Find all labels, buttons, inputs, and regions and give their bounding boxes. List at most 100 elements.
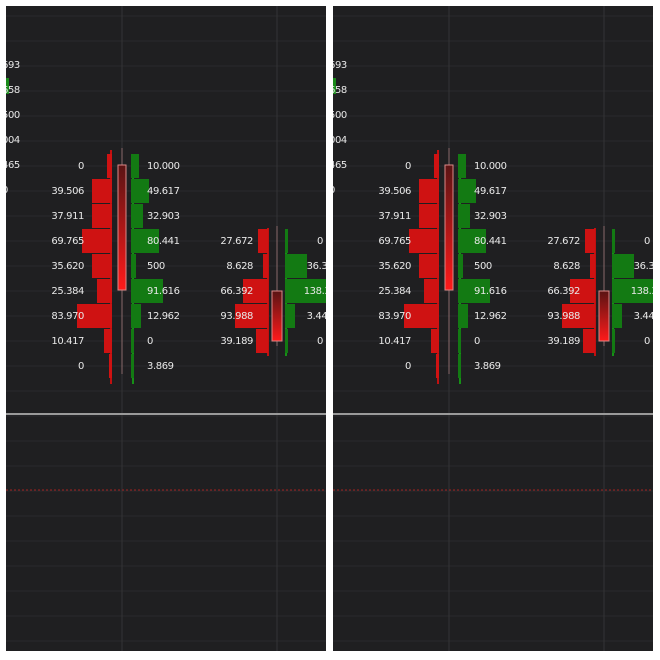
bid-bar (424, 279, 439, 303)
bid-value: 39.189 (547, 336, 580, 347)
bid-bar (104, 329, 112, 353)
ask-bar (612, 304, 622, 328)
bid-value: 69.765 (378, 236, 411, 247)
bid-bar (404, 304, 439, 328)
ask-value: 49.617 (147, 186, 180, 197)
ask-value: 80.441 (147, 236, 180, 247)
ask-value: 80.441 (474, 236, 507, 247)
ask-value: 3.869 (147, 361, 174, 372)
bid-value: 25.384 (51, 286, 84, 297)
bid-bar (82, 229, 112, 253)
bid-bar (409, 229, 439, 253)
bid-value: 39.506 (51, 186, 84, 197)
bid-value: 39.189 (220, 336, 253, 347)
panel-content: 693 658 500 004 465 0 0 10.000 39.506 49.617 37.91… (2, 6, 337, 651)
ask-bar (458, 279, 490, 303)
bid-value: 10.417 (378, 336, 411, 347)
bid-value: 83.970 (51, 311, 84, 322)
ask-bar (612, 254, 634, 278)
bid-bar (583, 329, 595, 353)
ask-value: 500 (147, 261, 165, 272)
bid-bar (92, 254, 112, 278)
ask-value: 3.444 (307, 311, 334, 322)
ask-value: 32.903 (474, 211, 507, 222)
edge-label: 0 (2, 185, 8, 196)
bid-bar (263, 254, 268, 278)
ask-bar (458, 254, 463, 278)
ask-bar (285, 279, 326, 303)
ask-bar (612, 279, 653, 303)
bid-value: 8.628 (553, 261, 580, 272)
ask-bar (458, 229, 486, 253)
ask-value: 138.36 (304, 286, 337, 297)
ask-value: 12.962 (474, 311, 507, 322)
ask-value: 138.36 (631, 286, 660, 297)
panel-content: 693 658 500 004 465 0 0 10.000 39.506 49.617 37.91… (329, 6, 660, 651)
bid-value: 0 (405, 361, 411, 372)
ask-bar (285, 304, 295, 328)
bid-value: 37.911 (51, 211, 84, 222)
bid-bar (243, 279, 268, 303)
candle-body (117, 164, 127, 291)
bid-value: 25.384 (378, 286, 411, 297)
ask-value: 3.869 (474, 361, 501, 372)
ask-bar (458, 154, 466, 178)
ask-bar (131, 254, 136, 278)
bid-value: 35.620 (51, 261, 84, 272)
bid-bar (434, 154, 439, 178)
bid-value: 93.988 (220, 311, 253, 322)
candle-body (444, 164, 454, 291)
bid-value: 39.506 (378, 186, 411, 197)
bid-bar (431, 329, 439, 353)
ask-bar (131, 279, 163, 303)
bid-bar (97, 279, 112, 303)
ask-value: 49.617 (474, 186, 507, 197)
ask-bar (131, 329, 134, 353)
bid-value: 66.392 (547, 286, 580, 297)
ask-value: 12.962 (147, 311, 180, 322)
bid-bar (419, 204, 439, 228)
edge-label: 693 (329, 60, 347, 71)
ask-value: 32.903 (147, 211, 180, 222)
bid-bar (419, 179, 439, 203)
ask-bar (131, 154, 139, 178)
ask-value: 0 (474, 336, 480, 347)
ask-value: 10.000 (474, 161, 507, 172)
ask-value: 10.000 (147, 161, 180, 172)
bid-bar (107, 154, 112, 178)
ask-value: 0 (317, 236, 323, 247)
bid-bar (77, 304, 112, 328)
bid-bar (92, 204, 112, 228)
edge-label: 465 (2, 160, 20, 171)
bid-value: 69.765 (51, 236, 84, 247)
bid-value: 27.672 (220, 236, 253, 247)
chart-panel: 693 658 500 004 465 0 0 10.000 39.506 49.617 37.91… (2, 6, 337, 651)
ask-value: 3.444 (634, 311, 660, 322)
bid-value: 0 (405, 161, 411, 172)
bid-bar (570, 279, 595, 303)
bid-bar (436, 354, 439, 378)
edge-bar (333, 78, 336, 94)
ask-bar (285, 329, 288, 353)
bid-value: 0 (78, 161, 84, 172)
bid-value: 0 (78, 361, 84, 372)
chart-panel: 693 658 500 004 465 0 0 10.000 39.506 49.617 37.91… (329, 6, 660, 651)
ask-value: 36.33 (307, 261, 334, 272)
ask-value: 500 (474, 261, 492, 272)
ask-bar (285, 254, 307, 278)
edge-label: 004 (329, 135, 347, 146)
bid-bar (109, 354, 112, 378)
bid-value: 8.628 (226, 261, 253, 272)
ask-value: 0 (644, 336, 650, 347)
bid-bar (562, 304, 595, 328)
bid-bar (92, 179, 112, 203)
edge-label: 465 (329, 160, 347, 171)
ask-bar (131, 354, 134, 378)
ask-bar (131, 179, 149, 203)
ask-bar (458, 329, 461, 353)
edge-label: 0 (329, 185, 335, 196)
bid-value: 93.988 (547, 311, 580, 322)
ask-bar (458, 304, 468, 328)
ask-value: 0 (644, 236, 650, 247)
